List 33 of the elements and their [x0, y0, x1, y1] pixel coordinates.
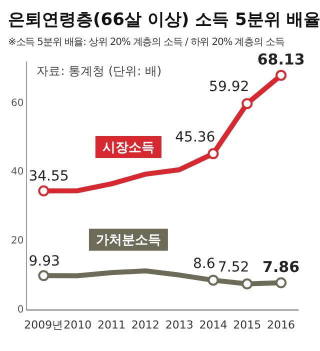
y-tick-label: 0 — [17, 304, 24, 316]
x-tick-label: 2016 — [267, 318, 296, 332]
data-label: 7.86 — [262, 258, 300, 276]
point — [276, 70, 287, 81]
x-tick-label: 2012 — [131, 318, 160, 332]
x-tick-label: 2014 — [199, 318, 228, 332]
data-label: 7.52 — [218, 260, 250, 276]
x-tick-label: 2010 — [64, 318, 92, 332]
point — [38, 270, 50, 282]
x-tick-label: 2013 — [165, 318, 194, 332]
data-label: 9.93 — [28, 253, 60, 270]
point — [242, 278, 253, 290]
y-tick-label: 40 — [10, 166, 24, 178]
y-tick-label: 20 — [10, 236, 24, 247]
data-label: 8.6 — [192, 256, 216, 272]
data-label: 34.55 — [28, 168, 69, 185]
x-tick-label: 2011 — [98, 318, 126, 332]
point — [208, 148, 219, 160]
y-tick-label: 60 — [10, 98, 24, 109]
x-tick-label: 2015 — [233, 318, 262, 332]
annotation: 자료: 통계청 (단위: 배) — [36, 64, 162, 78]
point — [38, 185, 50, 196]
x-tick-label: 2009년 — [24, 318, 64, 332]
chart-subtitle: ※소득 5분위 배율: 상위 20% 계층의 소득 / 하위 20% 계층의 소득 — [8, 36, 286, 49]
series-label: 시장소득 — [102, 140, 154, 156]
data-label: 68.13 — [257, 50, 305, 69]
point — [276, 277, 287, 288]
data-label: 59.92 — [209, 79, 250, 96]
point — [242, 98, 253, 110]
data-label: 45.36 — [175, 129, 216, 146]
series-label: 가처분소득 — [96, 233, 161, 248]
point — [208, 274, 219, 286]
chart-title: 은퇴연령층(66살 이상) 소득 5분위 배율 — [8, 9, 320, 31]
